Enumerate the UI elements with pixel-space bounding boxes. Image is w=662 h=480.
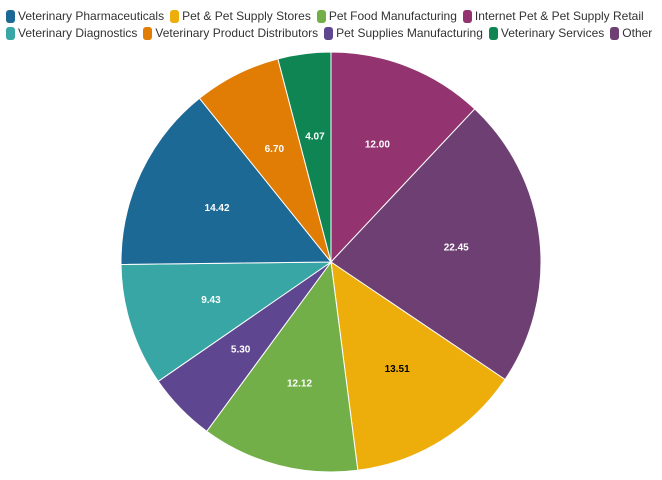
legend-label: Veterinary Services bbox=[500, 26, 605, 40]
legend-item-veterinary-services[interactable]: Veterinary Services bbox=[488, 26, 605, 40]
legend-swatch bbox=[170, 9, 180, 23]
slice-value-label-veterinary-product-distributors: 6.70 bbox=[265, 144, 285, 155]
legend-item-internet-pet-and-pet-supply-retail[interactable]: Internet Pet & Pet Supply Retail bbox=[462, 9, 644, 23]
slice-value-label-veterinary-pharmaceuticals: 14.42 bbox=[205, 203, 230, 214]
slice-value-label-internet-pet-and-pet-supply-retail: 12.00 bbox=[365, 139, 390, 150]
slice-value-label-veterinary-services: 4.07 bbox=[305, 132, 325, 143]
legend-swatch bbox=[143, 26, 153, 40]
chart-legend: Veterinary Pharmaceuticals Pet & Pet Supp… bbox=[6, 8, 656, 42]
pie-slice-veterinary-services bbox=[277, 51, 332, 263]
legend-row: Veterinary Pharmaceuticals Pet & Pet Supp… bbox=[6, 8, 656, 24]
legend-label: Veterinary Product Distributors bbox=[155, 26, 319, 40]
legend-item-pet-supplies-manufacturing[interactable]: Pet Supplies Manufacturing bbox=[324, 26, 483, 40]
legend-item-pet-food-manufacturing[interactable]: Pet Food Manufacturing bbox=[316, 9, 457, 23]
pie-slice-veterinary-pharmaceuticals bbox=[120, 97, 333, 266]
legend-row: Veterinary Diagnostics Veterinary Product… bbox=[6, 25, 656, 41]
pie-slice-veterinary-diagnostics bbox=[120, 261, 333, 383]
legend-swatch bbox=[488, 26, 498, 40]
legend-item-veterinary-product-distributors[interactable]: Veterinary Product Distributors bbox=[143, 26, 318, 40]
legend-item-other[interactable]: Other bbox=[610, 26, 652, 40]
legend-item-veterinary-diagnostics[interactable]: Veterinary Diagnostics bbox=[6, 26, 137, 40]
slice-value-label-pet-and-pet-supply-stores: 13.51 bbox=[385, 364, 410, 375]
legend-swatch bbox=[610, 26, 620, 40]
pie-slice-pet-and-pet-supply-stores bbox=[330, 260, 506, 471]
slice-value-label-pet-food-manufacturing: 12.12 bbox=[287, 379, 312, 390]
legend-label: Internet Pet & Pet Supply Retail bbox=[474, 9, 644, 23]
legend-label: Veterinary Diagnostics bbox=[18, 26, 138, 40]
slice-value-label-veterinary-diagnostics: 9.43 bbox=[201, 295, 221, 306]
legend-label: Pet Food Manufacturing bbox=[328, 9, 457, 23]
legend-swatch bbox=[6, 26, 15, 40]
legend-item-pet-and-pet-supply-stores[interactable]: Pet & Pet Supply Stores bbox=[170, 9, 311, 23]
legend-label: Veterinary Pharmaceuticals bbox=[18, 9, 165, 23]
pie-slice-other bbox=[330, 108, 542, 381]
slice-value-label-pet-supplies-manufacturing: 5.30 bbox=[231, 344, 251, 355]
legend-item-veterinary-pharmaceuticals[interactable]: Veterinary Pharmaceuticals bbox=[6, 9, 164, 23]
legend-swatch bbox=[324, 26, 334, 40]
legend-swatch bbox=[462, 9, 472, 23]
legend-swatch bbox=[6, 9, 15, 23]
pie-slice-pet-food-manufacturing bbox=[206, 260, 359, 473]
pie-slice-internet-pet-and-pet-supply-retail bbox=[330, 51, 476, 264]
slice-value-label-other: 22.45 bbox=[444, 243, 469, 254]
legend-label: Pet & Pet Supply Stores bbox=[182, 9, 311, 23]
legend-label: Other bbox=[622, 26, 653, 40]
legend-swatch bbox=[316, 9, 326, 23]
legend-label: Pet Supplies Manufacturing bbox=[336, 26, 483, 40]
